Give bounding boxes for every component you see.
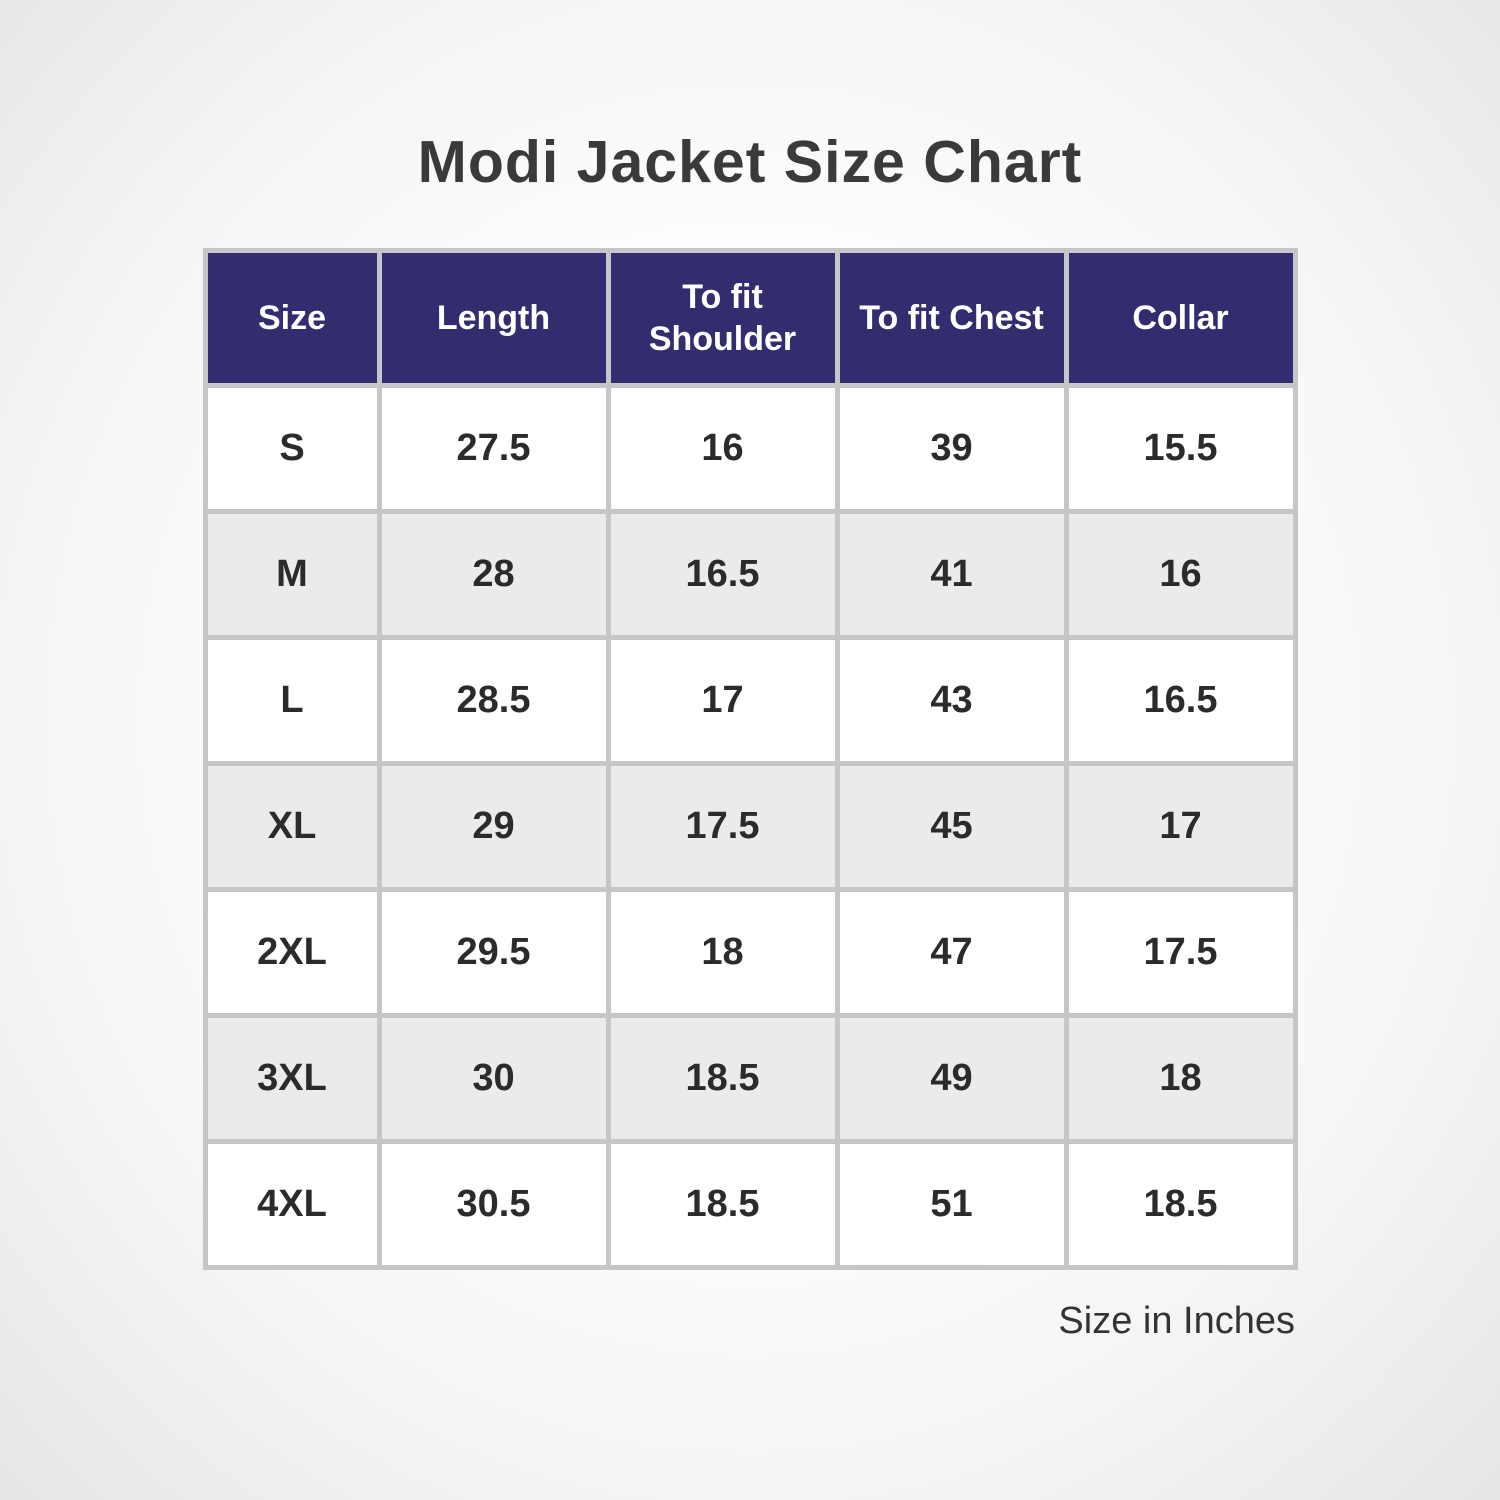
shoulder-cell: 18.5: [605, 1013, 840, 1144]
page-title: Modi Jacket Size Chart: [417, 129, 1083, 195]
chest-cell: 41: [834, 509, 1069, 640]
size-cell: 2XL: [202, 887, 382, 1018]
collar-cell: 18: [1063, 1013, 1298, 1144]
table-row-l: L 28.5 17 43 16.5: [202, 635, 1298, 766]
table-row-m: M 28 16.5 41 16: [202, 509, 1298, 640]
shoulder-cell: 17.5: [605, 761, 840, 892]
length-cell: 29: [376, 761, 611, 892]
length-cell: 28: [376, 509, 611, 640]
size-cell: L: [202, 635, 382, 766]
chest-cell: 47: [834, 887, 1069, 1018]
shoulder-cell: 17: [605, 635, 840, 766]
table-row-3xl: 3XL 30 18.5 49 18: [202, 1013, 1298, 1144]
shoulder-cell: 18: [605, 887, 840, 1018]
size-cell: 3XL: [202, 1013, 382, 1144]
header-row: Size Length To fit Shoulder To fit Chest…: [202, 248, 1298, 388]
size-cell: 4XL: [202, 1139, 382, 1270]
column-header-size: Size: [202, 248, 382, 388]
chest-cell: 51: [834, 1139, 1069, 1270]
shoulder-cell: 16.5: [605, 509, 840, 640]
column-header-length: Length: [376, 248, 611, 388]
chest-cell: 43: [834, 635, 1069, 766]
table-row-xl: XL 29 17.5 45 17: [202, 761, 1298, 892]
length-cell: 30.5: [376, 1139, 611, 1270]
collar-cell: 16.5: [1063, 635, 1298, 766]
size-cell: XL: [202, 761, 382, 892]
collar-cell: 17: [1063, 761, 1298, 892]
collar-cell: 18.5: [1063, 1139, 1298, 1270]
collar-cell: 16: [1063, 509, 1298, 640]
size-cell: S: [202, 383, 382, 514]
column-header-collar: Collar: [1063, 248, 1298, 388]
column-header-to-fit-chest: To fit Chest: [834, 248, 1069, 388]
collar-cell: 15.5: [1063, 383, 1298, 514]
size-cell: M: [202, 509, 382, 640]
column-header-to-fit-shoulder: To fit Shoulder: [605, 248, 840, 388]
length-cell: 29.5: [376, 887, 611, 1018]
shoulder-cell: 18.5: [605, 1139, 840, 1270]
length-cell: 30: [376, 1013, 611, 1144]
collar-cell: 17.5: [1063, 887, 1298, 1018]
table-row-4xl: 4XL 30.5 18.5 51 18.5: [202, 1139, 1298, 1270]
table-row-s: S 27.5 16 39 15.5: [202, 383, 1298, 514]
unit-note: Size in Inches: [1058, 1300, 1295, 1342]
table-row-2xl: 2XL 29.5 18 47 17.5: [202, 887, 1298, 1018]
length-cell: 27.5: [376, 383, 611, 514]
size-table: Size Length To fit Shoulder To fit Chest…: [202, 248, 1298, 1270]
chest-cell: 45: [834, 761, 1069, 892]
chest-cell: 39: [834, 383, 1069, 514]
shoulder-cell: 16: [605, 383, 840, 514]
chest-cell: 49: [834, 1013, 1069, 1144]
length-cell: 28.5: [376, 635, 611, 766]
